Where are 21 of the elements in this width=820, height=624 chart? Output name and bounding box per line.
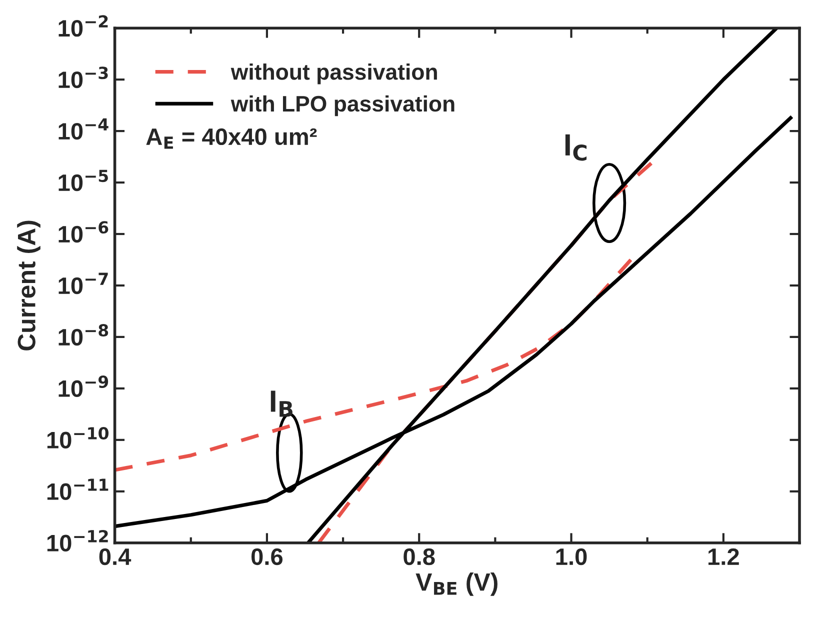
x-tick-label: 0.6 [251,548,283,566]
y-tick-label: 10$^{−8}$ [58,324,108,346]
y-axis-title: Current (A) [17,220,40,350]
legend-label: with LPO passivation [230,95,454,116]
x-tick-label: 1.2 [708,548,739,565]
legend-label: without passivation [230,64,437,84]
annotation: A$_{E}$ = 40x40 um² [146,128,317,149]
y-tick-label: 10$^{−2}$ [58,15,108,37]
x-axis-title: V$_{BE}$ (V) [416,572,498,596]
x-tick-label: 1.0 [556,548,587,566]
annotation: I$_{B}$ [270,390,292,417]
y-tick-label: 10$^{−7}$ [58,272,108,294]
y-tick-label: 10$^{−4}$ [58,118,108,140]
y-tick-label: 10$^{−11}$ [47,478,108,500]
y-tick-label: 10$^{−6}$ [58,221,108,243]
y-tick-label: 10$^{−5}$ [58,170,108,192]
y-tick-label: 10$^{−9}$ [58,376,108,398]
annotation: I$_{C}$ [565,134,587,161]
x-tick-label: 0.8 [404,548,435,566]
y-tick-label: 10$^{−10}$ [47,426,108,449]
y-tick-label: 10$^{−3}$ [58,66,108,88]
